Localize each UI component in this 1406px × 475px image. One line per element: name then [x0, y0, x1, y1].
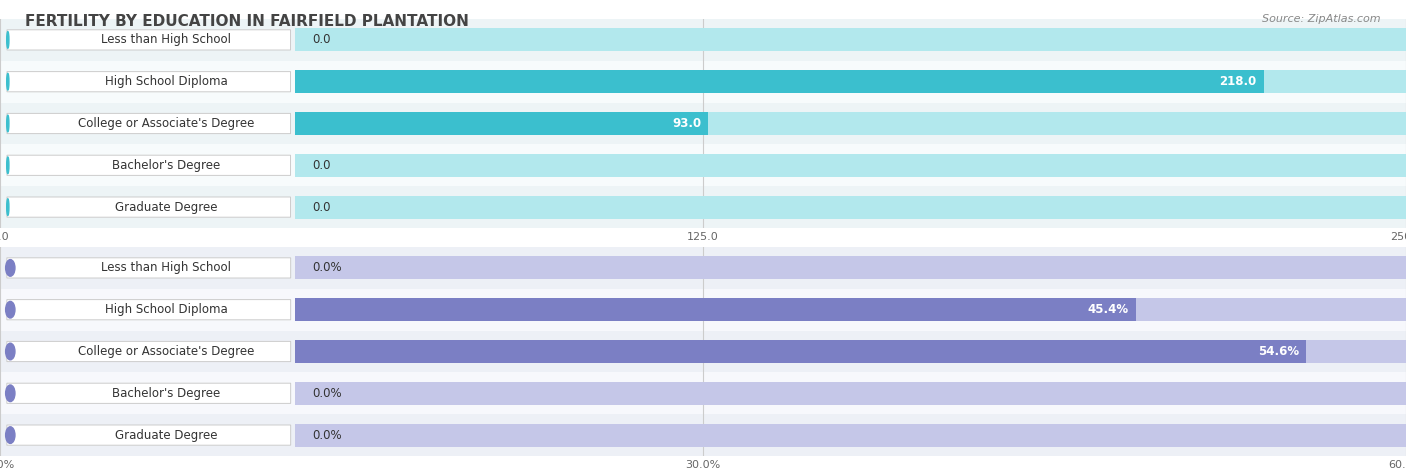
- Text: 45.4%: 45.4%: [1088, 303, 1129, 316]
- Circle shape: [7, 115, 8, 132]
- Text: 0.0%: 0.0%: [312, 387, 342, 400]
- Bar: [295, 382, 1406, 405]
- FancyBboxPatch shape: [7, 155, 291, 175]
- Bar: [295, 298, 1136, 321]
- Text: Less than High School: Less than High School: [101, 261, 232, 275]
- Circle shape: [6, 427, 15, 443]
- Circle shape: [7, 199, 8, 215]
- Text: High School Diploma: High School Diploma: [105, 75, 228, 88]
- Bar: [295, 424, 1406, 446]
- Bar: [295, 70, 1406, 93]
- Circle shape: [7, 74, 8, 90]
- Bar: [0, 144, 1406, 186]
- Text: Graduate Degree: Graduate Degree: [115, 200, 218, 214]
- Bar: [0, 331, 1406, 372]
- FancyBboxPatch shape: [7, 425, 291, 445]
- FancyBboxPatch shape: [7, 258, 291, 278]
- Text: High School Diploma: High School Diploma: [105, 303, 228, 316]
- Text: Bachelor's Degree: Bachelor's Degree: [112, 387, 221, 400]
- Bar: [295, 340, 1306, 363]
- Circle shape: [6, 302, 15, 318]
- Bar: [295, 28, 1406, 51]
- Bar: [0, 414, 1406, 456]
- Bar: [295, 154, 1406, 177]
- Bar: [0, 103, 1406, 144]
- FancyBboxPatch shape: [7, 383, 291, 403]
- Bar: [295, 340, 1406, 363]
- Circle shape: [7, 157, 8, 173]
- Text: 0.0: 0.0: [312, 33, 330, 47]
- Text: Bachelor's Degree: Bachelor's Degree: [112, 159, 221, 172]
- Bar: [0, 19, 1406, 61]
- Text: 0.0: 0.0: [312, 159, 330, 172]
- Text: College or Associate's Degree: College or Associate's Degree: [79, 117, 254, 130]
- Bar: [0, 61, 1406, 103]
- Circle shape: [6, 343, 15, 360]
- Bar: [0, 186, 1406, 228]
- Bar: [295, 298, 1406, 321]
- Bar: [295, 70, 1264, 93]
- Text: 0.0%: 0.0%: [312, 428, 342, 442]
- Bar: [0, 289, 1406, 331]
- Circle shape: [6, 385, 15, 401]
- Text: 93.0: 93.0: [672, 117, 702, 130]
- Bar: [295, 256, 1406, 279]
- FancyBboxPatch shape: [7, 114, 291, 133]
- FancyBboxPatch shape: [7, 342, 291, 361]
- Text: 218.0: 218.0: [1219, 75, 1257, 88]
- Text: Graduate Degree: Graduate Degree: [115, 428, 218, 442]
- Text: Source: ZipAtlas.com: Source: ZipAtlas.com: [1263, 14, 1381, 24]
- Text: College or Associate's Degree: College or Associate's Degree: [79, 345, 254, 358]
- Circle shape: [6, 260, 15, 276]
- Text: 0.0%: 0.0%: [312, 261, 342, 275]
- Circle shape: [7, 32, 8, 48]
- Text: FERTILITY BY EDUCATION IN FAIRFIELD PLANTATION: FERTILITY BY EDUCATION IN FAIRFIELD PLAN…: [25, 14, 470, 29]
- Bar: [295, 196, 1406, 218]
- Bar: [295, 112, 1406, 135]
- Bar: [0, 247, 1406, 289]
- FancyBboxPatch shape: [7, 30, 291, 50]
- FancyBboxPatch shape: [7, 300, 291, 320]
- FancyBboxPatch shape: [7, 72, 291, 92]
- Bar: [295, 112, 709, 135]
- Text: 0.0: 0.0: [312, 200, 330, 214]
- Text: 54.6%: 54.6%: [1258, 345, 1299, 358]
- Bar: [0, 372, 1406, 414]
- FancyBboxPatch shape: [7, 197, 291, 217]
- Text: Less than High School: Less than High School: [101, 33, 232, 47]
